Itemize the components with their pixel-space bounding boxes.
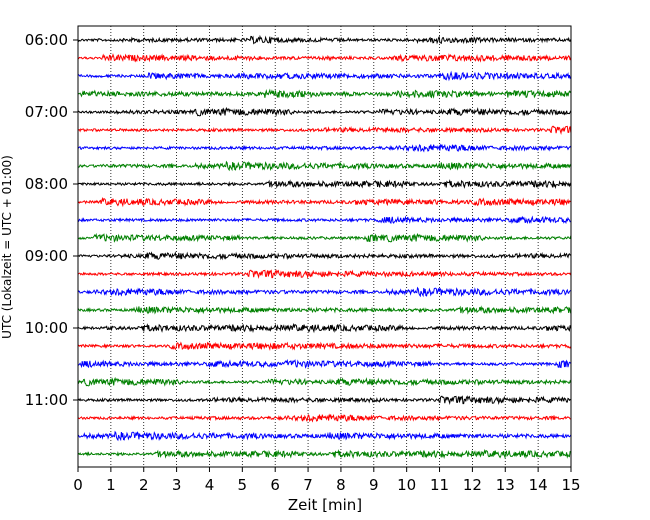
x-tick-label: 15 [561, 476, 580, 494]
x-tick-label: 12 [463, 476, 482, 494]
trace-1015 [77, 341, 572, 351]
trace-0845 [77, 232, 572, 243]
plot-frame [77, 25, 572, 468]
trace-0915 [77, 269, 572, 280]
y-axis-ticks: 06:00 07:00 08:00 09:00 10:00 11:00 [25, 31, 78, 409]
x-tick-label: 1 [106, 476, 116, 494]
y-tick-label: 09:00 [25, 247, 68, 265]
trace-0900 [77, 251, 572, 261]
trace-1115 [77, 413, 571, 423]
trace-0700 [77, 106, 572, 117]
x-tick-label: 10 [397, 476, 416, 494]
trace-1000 [77, 322, 572, 334]
x-tick-label: 2 [139, 476, 149, 494]
trace-0730 [77, 143, 572, 153]
trace-1100 [77, 395, 572, 406]
trace-0630 [77, 70, 572, 82]
trace-1130 [77, 430, 572, 442]
y-tick-label: 10:00 [25, 319, 68, 337]
trace-0745 [77, 160, 572, 172]
y-axis-label: UTC (Lokalzeit = UTC + 01:00) [0, 155, 14, 339]
x-tick-label: 7 [303, 476, 313, 494]
y-tick-label: 08:00 [25, 175, 68, 193]
trace-0800 [77, 179, 572, 190]
x-tick-label: 9 [369, 476, 379, 494]
x-axis-ticks: 0 1 2 3 4 5 6 7 8 9 10 11 12 13 14 15 [73, 467, 581, 494]
trace-0930 [77, 286, 572, 298]
x-tick-label: 8 [336, 476, 346, 494]
trace-0815 [77, 196, 572, 208]
seismic-traces [77, 34, 572, 460]
trace-0945 [77, 305, 572, 315]
x-tick-label: 5 [238, 476, 248, 494]
trace-1030 [77, 358, 572, 369]
trace-1145 [77, 448, 571, 460]
x-tick-label: 4 [205, 476, 215, 494]
trace-0645 [77, 88, 572, 99]
x-tick-label: 0 [73, 476, 83, 494]
x-tick-label: 6 [270, 476, 280, 494]
trace-0830 [77, 215, 571, 225]
x-tick-label: 3 [172, 476, 182, 494]
y-tick-label: 07:00 [25, 103, 68, 121]
trace-0600 [77, 34, 572, 45]
trace-1045 [77, 376, 572, 387]
x-tick-label: 14 [529, 476, 548, 494]
y-tick-label: 11:00 [25, 391, 68, 409]
x-tick-label: 13 [496, 476, 515, 494]
x-tick-label: 11 [430, 476, 449, 494]
y-tick-label: 06:00 [25, 31, 68, 49]
trace-0615 [77, 53, 572, 63]
trace-0715 [77, 125, 572, 136]
x-axis-label: Zeit [min] [288, 496, 362, 514]
